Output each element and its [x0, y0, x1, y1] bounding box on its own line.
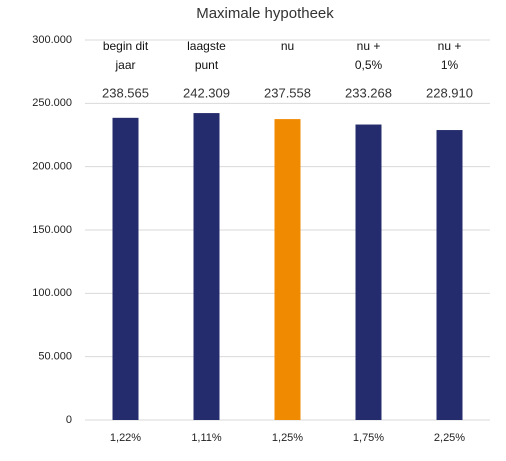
chart-title: Maximale hypotheek	[196, 5, 334, 22]
x-tick-label: 1,25%	[272, 432, 303, 444]
annotation: punt	[195, 58, 219, 72]
y-tick-label: 200.000	[32, 161, 72, 173]
y-tick-label: 300.000	[32, 34, 72, 46]
bar	[355, 124, 382, 421]
x-tick-label: 2,25%	[434, 432, 465, 444]
annotation: begin dit	[103, 39, 149, 53]
y-tick-label: 50.000	[38, 351, 72, 363]
value-label: 238.565	[102, 85, 149, 100]
bar	[274, 119, 301, 420]
value-label: 228.910	[426, 85, 473, 100]
value-label: 233.268	[345, 85, 392, 100]
annotation: jaar	[114, 58, 135, 72]
value-label: 237.558	[264, 85, 311, 100]
annotation: nu +	[438, 39, 462, 53]
bar	[193, 113, 220, 421]
annotation: nu +	[357, 39, 381, 53]
x-tick-label: 1,22%	[110, 432, 141, 444]
y-tick-label: 0	[66, 414, 72, 426]
y-tick-label: 100.000	[32, 287, 72, 299]
annotation: 1%	[441, 58, 459, 72]
y-tick-label: 250.000	[32, 97, 72, 109]
bar	[112, 117, 139, 421]
x-tick-label: 1,11%	[191, 432, 222, 444]
annotation: 0,5%	[355, 58, 383, 72]
y-tick-label: 150.000	[32, 224, 72, 236]
annotation: nu	[281, 39, 294, 53]
x-tick-label: 1,75%	[353, 432, 384, 444]
value-label: 242.309	[183, 85, 230, 100]
bar	[436, 130, 463, 420]
annotation: laagste	[187, 39, 226, 53]
